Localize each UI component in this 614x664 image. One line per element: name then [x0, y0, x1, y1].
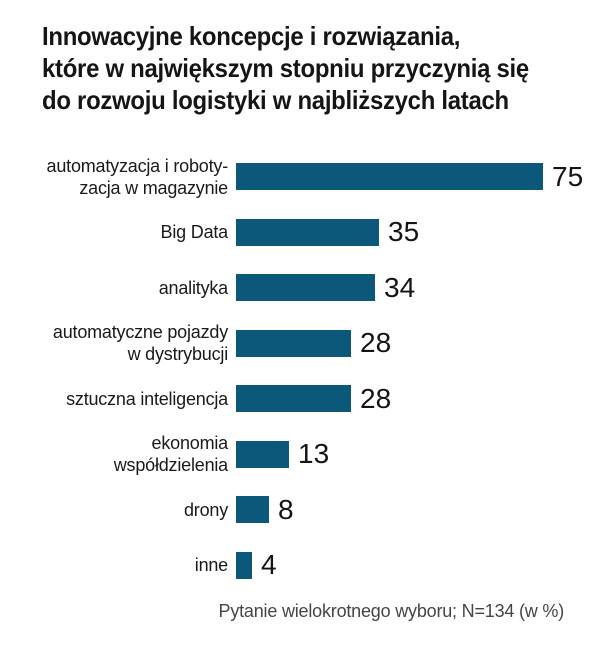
value-label: 13 — [298, 438, 330, 470]
category-label: sztuczna inteligencja — [66, 388, 228, 409]
value-label: 28 — [360, 327, 392, 359]
value-label: 34 — [384, 271, 416, 303]
bar — [236, 163, 543, 191]
value-label: 75 — [552, 160, 584, 192]
value-label: 28 — [360, 382, 392, 414]
chart-footnote: Pytanie wielokrotnego wyboru; N=134 (w %… — [218, 601, 565, 621]
category-label: drony — [183, 499, 228, 520]
bar-row: automatyzacja i roboty- zacja w magazyni… — [0, 149, 614, 205]
bar — [236, 218, 379, 246]
bar — [236, 440, 289, 468]
bar-row: sztuczna inteligencja 28 — [0, 371, 614, 427]
bar-row: automatyczne pojazdy w dystrybucji 28 — [0, 316, 614, 372]
category-label: inne — [194, 555, 228, 576]
bar-chart: automatyzacja i roboty- zacja w magazyni… — [0, 149, 614, 593]
category-label: automatyzacja i roboty- zacja w magazyni… — [46, 155, 229, 198]
bar — [236, 385, 351, 413]
bar — [236, 496, 269, 524]
category-label: automatyczne pojazdy w dystrybucji — [52, 322, 228, 365]
bar-row: analityka 34 — [0, 260, 614, 316]
bar — [236, 274, 375, 302]
bar-row: ekonomia współdzielenia 13 — [0, 427, 614, 483]
category-label: analityka — [158, 277, 228, 298]
bar — [236, 551, 252, 579]
chart-title: Innowacyjne koncepcje i rozwiązania, któ… — [42, 21, 529, 115]
bar — [236, 329, 351, 357]
category-label: Big Data — [160, 222, 229, 243]
value-label: 8 — [278, 493, 294, 525]
bar-row: drony 8 — [0, 482, 614, 538]
value-label: 35 — [388, 216, 420, 248]
value-label: 4 — [261, 549, 277, 581]
category-label: ekonomia współdzielenia — [113, 433, 228, 476]
bar-row: Big Data 35 — [0, 205, 614, 261]
bar-row: inne 4 — [0, 538, 614, 594]
